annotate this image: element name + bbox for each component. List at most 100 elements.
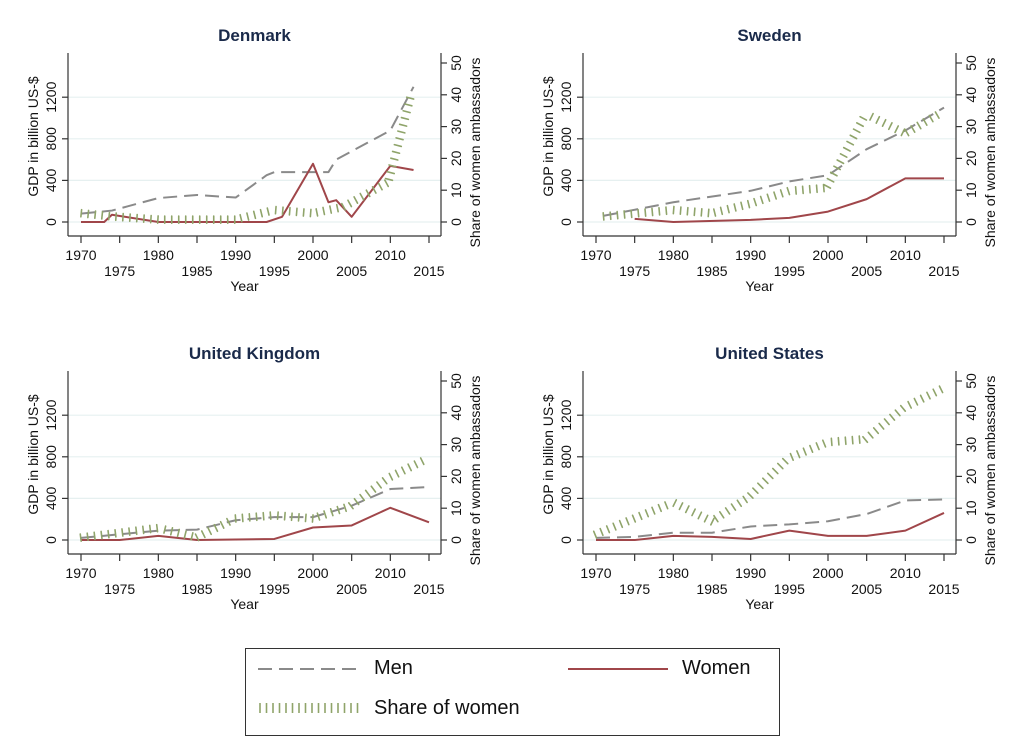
share-hatch-mark <box>397 130 406 134</box>
y2-tick-label: 20 <box>963 150 979 166</box>
share-hatch-mark <box>719 206 724 216</box>
share-hatch-mark <box>255 512 258 522</box>
share-hatch-mark <box>802 447 807 456</box>
share-hatch-mark <box>388 164 397 168</box>
share-hatch-mark <box>290 512 293 522</box>
share-hatch-mark <box>781 457 789 465</box>
series-women <box>81 162 414 223</box>
share-hatch-mark <box>329 205 333 214</box>
y2-tick-label: 30 <box>448 119 464 135</box>
legend-label-women: Women <box>682 657 751 679</box>
y2-tick-label: 50 <box>963 55 979 71</box>
share-hatch-mark <box>266 207 270 216</box>
x-axis-label: Year <box>745 596 774 612</box>
share-hatch-mark <box>288 206 291 216</box>
share-hatch-mark <box>740 201 744 211</box>
y-tick-label: 400 <box>43 169 59 193</box>
y2-tick-label: 50 <box>448 373 464 389</box>
share-hatch-mark <box>697 511 703 520</box>
share-hatch-mark <box>815 184 818 194</box>
share-hatch-mark <box>592 530 598 539</box>
x-tick-label: 1985 <box>696 581 727 597</box>
share-hatch-mark <box>862 435 869 444</box>
share-hatch-mark <box>393 143 403 148</box>
share-hatch-mark <box>381 477 388 485</box>
share-hatch-mark <box>934 111 940 119</box>
y2-tick-label: 30 <box>963 437 979 453</box>
share-hatch-mark <box>700 207 703 217</box>
share-hatch-mark <box>190 531 194 541</box>
y2-tick-label: 50 <box>963 373 979 389</box>
share-hatch-mark <box>710 517 715 526</box>
chart-title: Sweden <box>737 26 801 45</box>
y2-tick-label: 40 <box>448 405 464 421</box>
share-hatch-mark <box>405 96 415 100</box>
share-hatch-mark <box>851 435 854 445</box>
share-hatch-mark <box>881 118 887 128</box>
x-tick-label: 1970 <box>580 247 611 263</box>
x-tick-label: 2010 <box>890 565 921 581</box>
share-hatch-mark <box>928 114 934 123</box>
share-hatch-mark <box>200 530 206 539</box>
share-hatch-mark <box>371 185 377 194</box>
share-hatch-mark <box>631 514 637 523</box>
y-tick-label: 800 <box>558 445 574 469</box>
share-hatch-mark <box>176 528 181 538</box>
share-hatch-mark <box>404 103 413 107</box>
share-hatch-mark <box>169 526 174 536</box>
share-hatch-mark <box>842 146 851 152</box>
share-hatch-mark <box>283 511 286 521</box>
share-hatch-mark <box>672 499 678 508</box>
x-tick-label: 1970 <box>580 565 611 581</box>
share-hatch-mark <box>343 503 347 513</box>
share-hatch-mark <box>887 122 893 131</box>
share-hatch-mark <box>796 450 801 459</box>
share-hatch-mark <box>658 206 661 216</box>
series-women <box>634 177 944 223</box>
share-hatch-mark <box>141 525 145 535</box>
x-tick-label: 1990 <box>735 565 766 581</box>
share-hatch-mark <box>359 493 366 502</box>
share-hatch-mark <box>872 427 880 435</box>
x-tick-label: 1990 <box>220 565 251 581</box>
share-hatch-mark <box>386 170 396 175</box>
share-hatch-mark <box>121 528 124 537</box>
share-hatch-mark <box>726 204 730 214</box>
share-hatch-mark <box>686 206 689 216</box>
share-hatch-mark <box>836 159 845 165</box>
share-hatch-mark <box>875 115 881 124</box>
y-tick-label: 1200 <box>558 81 574 112</box>
share-hatch-mark <box>135 526 138 536</box>
share-hatch-mark <box>309 208 312 218</box>
share-hatch-mark <box>730 503 737 511</box>
legend-swatch-women <box>568 668 668 670</box>
share-hatch-mark <box>618 519 624 529</box>
share-hatch-mark <box>353 196 359 204</box>
share-hatch-mark <box>86 532 89 542</box>
chart-title: United States <box>715 344 824 363</box>
share-hatch-mark <box>679 206 682 216</box>
share-hatch-mark <box>665 206 668 216</box>
x-axis-label: Year <box>745 278 774 294</box>
x-tick-label: 1975 <box>619 581 650 597</box>
share-hatch-mark <box>315 208 319 217</box>
share-hatch-mark <box>274 205 277 215</box>
share-hatch-mark <box>377 182 383 191</box>
share-hatch-mark <box>336 505 341 515</box>
share-hatch-mark <box>691 508 696 517</box>
x-tick-label: 1990 <box>735 247 766 263</box>
share-hatch-mark <box>155 523 159 533</box>
share-hatch-mark <box>637 208 640 218</box>
share-hatch-mark <box>281 206 284 216</box>
y-tick-label: 0 <box>43 218 59 226</box>
legend-swatch-men <box>258 668 358 670</box>
share-hatch-mark <box>724 507 731 515</box>
y-tick-label: 800 <box>558 127 574 151</box>
y-tick-label: 0 <box>558 536 574 544</box>
share-hatch-mark <box>252 210 257 220</box>
chart-title: Denmark <box>218 26 291 45</box>
share-hatch-mark <box>899 404 907 412</box>
share-hatch-mark <box>773 191 778 200</box>
share-hatch-mark <box>736 499 743 508</box>
